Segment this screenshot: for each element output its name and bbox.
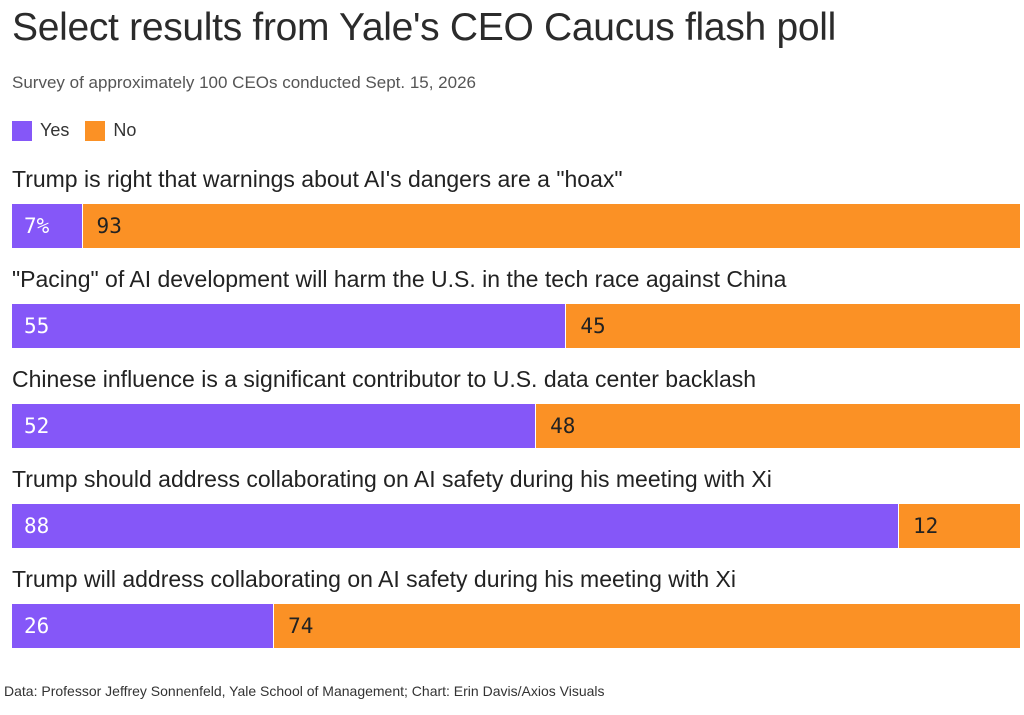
category-label-4: Trump should address collaborating on AI… [12,466,772,492]
category-label-3: Chinese influence is a significant contr… [12,366,757,392]
legend-item-no: No [85,120,136,141]
legend-item-yes: Yes [12,120,69,141]
bar-rows: Trump is right that warnings about AI's … [12,160,1020,660]
bar-row-2: "Pacing" of AI development will harm the… [12,260,1020,360]
source-note: Data: Professor Jeffrey Sonnenfeld, Yale… [4,683,605,699]
bar-no-5: 74 [274,604,1020,648]
data-label-no-4: 12 [913,514,939,538]
data-label-yes-3: 52 [24,414,50,438]
legend: Yes No [12,120,152,141]
bar-yes-3: 52 [12,404,537,448]
data-label-no-5: 74 [288,614,314,638]
data-label-no-2: 45 [580,314,606,338]
bar-yes-1: 7% [12,204,83,248]
data-label-no-1: 93 [96,214,122,238]
data-label-yes-2: 55 [24,314,50,338]
bar-no-2: 45 [566,304,1020,348]
bar-row-1: Trump is right that warnings about AI's … [12,160,1020,260]
stacked-bar-3: 52 48 [12,404,1020,448]
category-label-1: Trump is right that warnings about AI's … [12,166,623,192]
legend-swatch-yes [12,120,32,141]
category-label-2: "Pacing" of AI development will harm the… [12,266,787,292]
chart-title: Select results from Yale's CEO Caucus fl… [12,6,836,49]
legend-label-yes: Yes [40,120,70,140]
bar-yes-5: 26 [12,604,275,648]
stacked-bar-4: 88 12 [12,504,1020,548]
stacked-bar-2: 55 45 [12,304,1020,348]
bar-no-3: 48 [536,404,1020,448]
bar-row-4: Trump should address collaborating on AI… [12,460,1020,560]
bar-row-3: Chinese influence is a significant contr… [12,360,1020,460]
data-label-yes-1: 7% [24,214,50,238]
bar-no-1: 93 [82,204,1020,248]
stacked-bar-5: 26 74 [12,604,1020,648]
data-label-no-3: 48 [550,414,576,438]
bar-yes-4: 88 [12,504,900,548]
bar-yes-2: 55 [12,304,567,348]
stacked-bar-1: 7% 93 [12,204,1020,248]
data-label-yes-4: 88 [24,514,50,538]
data-label-yes-5: 26 [24,614,50,638]
bar-no-4: 12 [899,504,1020,548]
category-label-5: Trump will address collaborating on AI s… [12,566,736,592]
bar-row-5: Trump will address collaborating on AI s… [12,560,1020,660]
legend-label-no: No [113,120,137,140]
chart-subtitle: Survey of approximately 100 CEOs conduct… [12,73,476,92]
legend-swatch-no [85,120,106,141]
